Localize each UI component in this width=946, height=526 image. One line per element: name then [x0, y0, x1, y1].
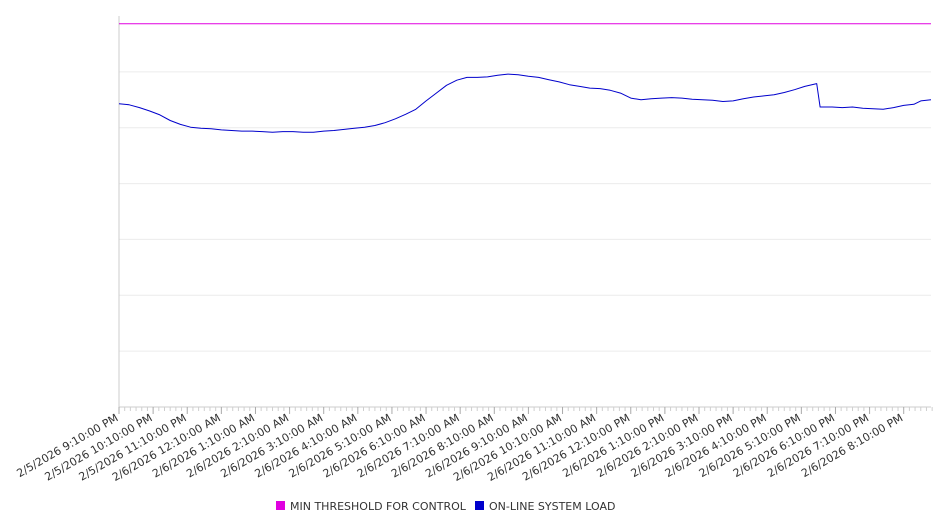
x-axis-ticks — [118, 407, 933, 414]
legend: MIN THRESHOLD FOR CONTROL ON-LINE SYSTEM … — [276, 500, 615, 513]
legend-swatch — [475, 501, 484, 510]
axes — [118, 16, 931, 408]
x-axis-tick-labels: 2/5/2026 9:10:00 PM2/5/2026 10:10:00 PM2… — [14, 411, 905, 484]
series-lines — [118, 23, 932, 133]
legend-item-online-system-load[interactable]: ON-LINE SYSTEM LOAD — [475, 500, 615, 513]
legend-label: MIN THRESHOLD FOR CONTROL — [290, 500, 467, 513]
legend-label: ON-LINE SYSTEM LOAD — [489, 500, 615, 513]
grid-lines — [119, 71, 931, 352]
legend-item-min-threshold[interactable]: MIN THRESHOLD FOR CONTROL — [276, 500, 467, 513]
legend-swatch — [276, 501, 285, 510]
series-line-online-system-load — [118, 73, 932, 133]
